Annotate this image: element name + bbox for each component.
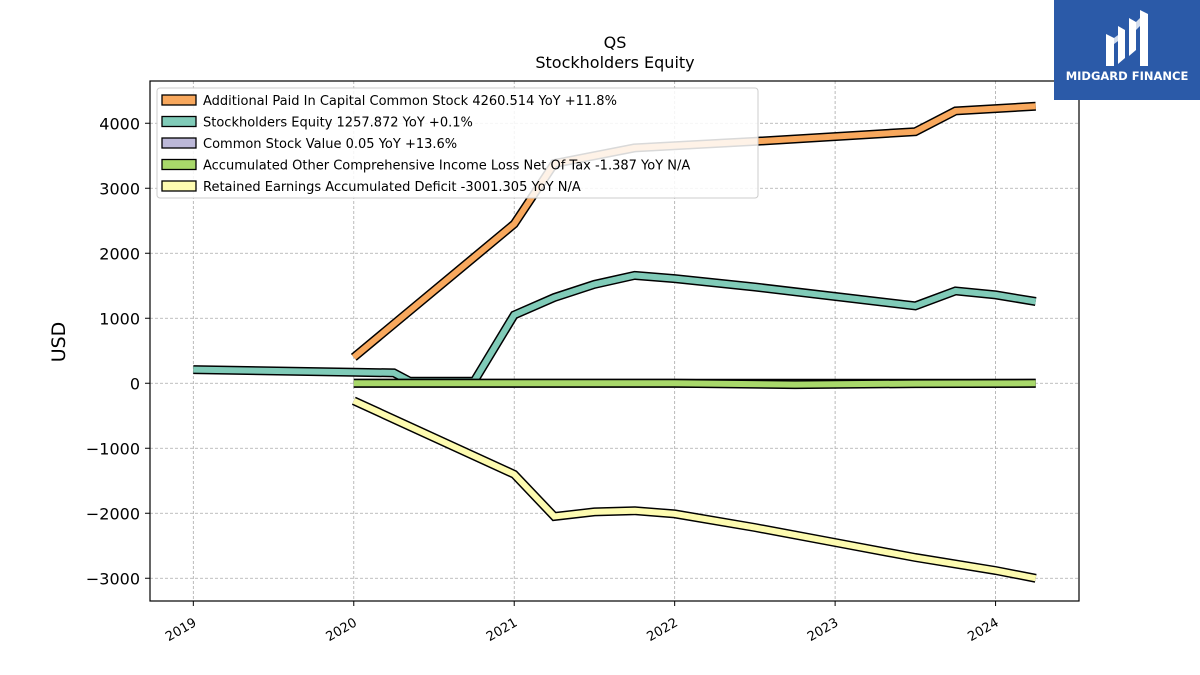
legend-label: Stockholders Equity 1257.872 YoY +0.1%	[203, 116, 473, 131]
y-tick-label: −1000	[86, 439, 140, 458]
x-tick-label: 2021	[484, 615, 520, 645]
legend-box	[156, 87, 759, 199]
x-tick-label: 2024	[965, 615, 1001, 645]
legend-label: Additional Paid In Capital Common Stock …	[203, 94, 617, 109]
legend: Additional Paid In Capital Common Stock …	[156, 87, 759, 199]
legend-label: Common Stock Value 0.05 YoY +13.6%	[203, 137, 457, 152]
chart-subtitle: Stockholders Equity	[535, 53, 694, 72]
y-axis-label: USD	[48, 322, 70, 363]
chart-title: QS	[604, 33, 627, 52]
x-tick-label: 2023	[805, 615, 841, 645]
legend-swatch	[161, 115, 197, 128]
y-tick-label: 1000	[99, 309, 140, 328]
series-line	[193, 272, 1037, 385]
x-tick-label: 2019	[163, 615, 199, 645]
legend-swatch	[161, 137, 197, 149]
plot-frame	[149, 80, 1080, 602]
x-tick-label: 2020	[324, 615, 360, 645]
brand-logo: MIDGARD FINANCE	[1054, 0, 1200, 100]
legend-label: Retained Earnings Accumulated Deficit -3…	[203, 180, 581, 195]
y-tick-label: 0	[130, 374, 140, 393]
y-tick-label: 2000	[99, 244, 140, 263]
y-tick-label: 4000	[99, 114, 140, 133]
series-line	[352, 398, 1037, 582]
y-tick-label: −2000	[86, 504, 140, 523]
series-line	[353, 380, 1036, 388]
x-tick-label: 2022	[645, 615, 681, 645]
y-tick-label: 3000	[99, 179, 140, 198]
brand-name: MIDGARD FINANCE	[1065, 69, 1189, 83]
brand-mark-icon	[1106, 10, 1148, 66]
legend-label: Accumulated Other Comprehensive Income L…	[203, 159, 690, 174]
axis-ticks: 4000 3000 2000 1000 0 −1000 −2000 −3000 2019 2020…	[86, 114, 1002, 645]
legend-swatch	[161, 180, 197, 192]
legend-swatch	[161, 94, 197, 106]
legend-swatch	[161, 158, 197, 171]
y-tick-label: −3000	[86, 569, 140, 588]
series-outline	[351, 396, 1037, 583]
series-outline	[193, 270, 1037, 386]
